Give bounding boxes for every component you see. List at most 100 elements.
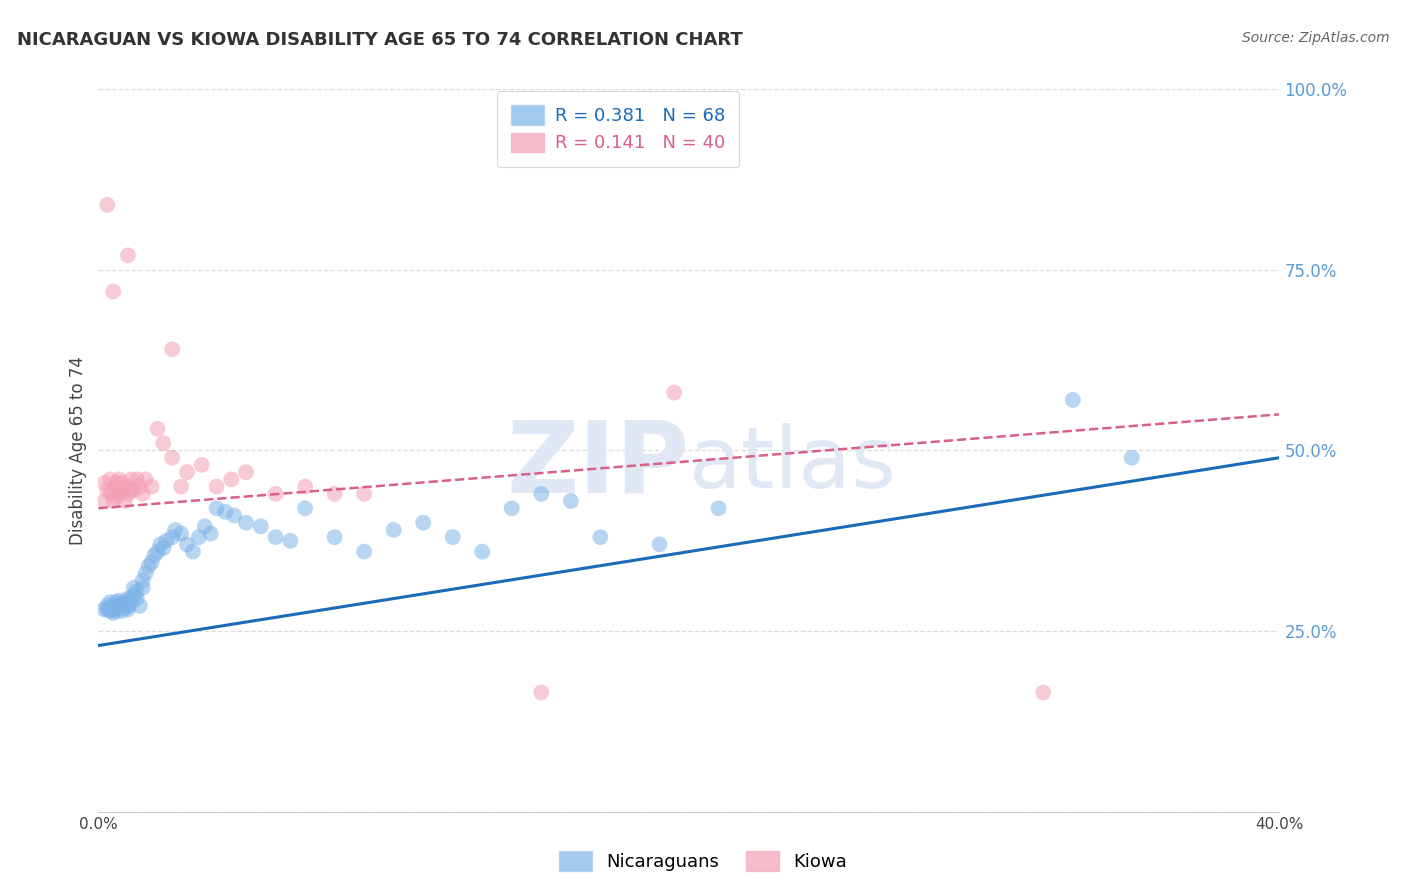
Point bbox=[181, 544, 204, 558]
Point bbox=[560, 494, 582, 508]
Point bbox=[98, 601, 121, 615]
Point bbox=[98, 604, 121, 618]
Point bbox=[224, 508, 246, 523]
Point bbox=[323, 487, 346, 501]
Point bbox=[120, 597, 142, 611]
Point bbox=[111, 475, 134, 490]
Point bbox=[149, 537, 172, 551]
Point bbox=[125, 472, 148, 486]
Point bbox=[162, 530, 183, 544]
Point bbox=[200, 526, 222, 541]
Point bbox=[122, 588, 145, 602]
Point bbox=[98, 472, 121, 486]
Point bbox=[205, 480, 228, 494]
Point bbox=[105, 604, 128, 618]
Point bbox=[250, 519, 273, 533]
Point bbox=[441, 530, 464, 544]
Point bbox=[707, 501, 730, 516]
Point bbox=[117, 248, 139, 262]
Point bbox=[382, 523, 405, 537]
Point bbox=[105, 595, 128, 609]
Point bbox=[132, 574, 155, 588]
Point bbox=[122, 581, 145, 595]
Point bbox=[162, 343, 183, 357]
Point bbox=[205, 501, 228, 516]
Point bbox=[128, 599, 150, 613]
Point bbox=[530, 487, 553, 501]
Point bbox=[114, 601, 136, 615]
Point bbox=[235, 465, 257, 479]
Point bbox=[125, 584, 148, 599]
Point bbox=[471, 544, 494, 558]
Point bbox=[111, 604, 134, 618]
Point bbox=[105, 601, 128, 615]
Legend: Nicaraguans, Kiowa: Nicaraguans, Kiowa bbox=[553, 844, 853, 879]
Point bbox=[120, 472, 142, 486]
Point bbox=[280, 533, 302, 548]
Point bbox=[141, 556, 163, 570]
Point bbox=[105, 475, 128, 490]
Point bbox=[103, 599, 125, 613]
Point bbox=[191, 458, 214, 472]
Point bbox=[165, 523, 187, 537]
Point bbox=[664, 385, 686, 400]
Point bbox=[103, 483, 125, 498]
Point bbox=[146, 422, 169, 436]
Point bbox=[103, 606, 125, 620]
Point bbox=[93, 475, 115, 490]
Point bbox=[105, 491, 128, 505]
Point bbox=[155, 533, 177, 548]
Text: ZIP: ZIP bbox=[506, 417, 689, 514]
Point bbox=[294, 501, 316, 516]
Point bbox=[114, 595, 136, 609]
Point bbox=[135, 566, 157, 581]
Point bbox=[103, 285, 125, 299]
Point bbox=[135, 472, 157, 486]
Point bbox=[96, 602, 118, 616]
Point bbox=[122, 483, 145, 498]
Point bbox=[152, 541, 174, 555]
Point bbox=[93, 602, 115, 616]
Point bbox=[117, 591, 139, 606]
Point bbox=[141, 480, 163, 494]
Point bbox=[117, 487, 139, 501]
Point bbox=[530, 685, 553, 699]
Legend: R = 0.381   N = 68, R = 0.141   N = 40: R = 0.381 N = 68, R = 0.141 N = 40 bbox=[496, 91, 740, 167]
Point bbox=[120, 483, 142, 498]
Point bbox=[170, 480, 193, 494]
Text: Source: ZipAtlas.com: Source: ZipAtlas.com bbox=[1241, 31, 1389, 45]
Y-axis label: Disability Age 65 to 74: Disability Age 65 to 74 bbox=[69, 356, 87, 545]
Point bbox=[114, 480, 136, 494]
Point bbox=[108, 472, 131, 486]
Point bbox=[111, 483, 134, 498]
Point bbox=[103, 602, 125, 616]
Point bbox=[96, 198, 118, 212]
Point bbox=[117, 602, 139, 616]
Point bbox=[98, 487, 121, 501]
Point bbox=[98, 595, 121, 609]
Point bbox=[221, 472, 243, 486]
Point bbox=[264, 530, 287, 544]
Point bbox=[648, 537, 671, 551]
Point bbox=[120, 591, 142, 606]
Point bbox=[235, 516, 257, 530]
Point bbox=[187, 530, 209, 544]
Point bbox=[1062, 392, 1084, 407]
Point bbox=[170, 526, 193, 541]
Point bbox=[128, 480, 150, 494]
Point bbox=[132, 487, 155, 501]
Point bbox=[117, 599, 139, 613]
Point bbox=[93, 494, 115, 508]
Point bbox=[176, 537, 198, 551]
Point bbox=[294, 480, 316, 494]
Point bbox=[125, 591, 148, 606]
Point bbox=[176, 465, 198, 479]
Point bbox=[162, 450, 183, 465]
Point bbox=[132, 581, 155, 595]
Point bbox=[194, 519, 217, 533]
Text: NICARAGUAN VS KIOWA DISABILITY AGE 65 TO 74 CORRELATION CHART: NICARAGUAN VS KIOWA DISABILITY AGE 65 TO… bbox=[17, 31, 742, 49]
Point bbox=[111, 597, 134, 611]
Point bbox=[353, 487, 375, 501]
Point bbox=[138, 559, 160, 574]
Point bbox=[214, 505, 236, 519]
